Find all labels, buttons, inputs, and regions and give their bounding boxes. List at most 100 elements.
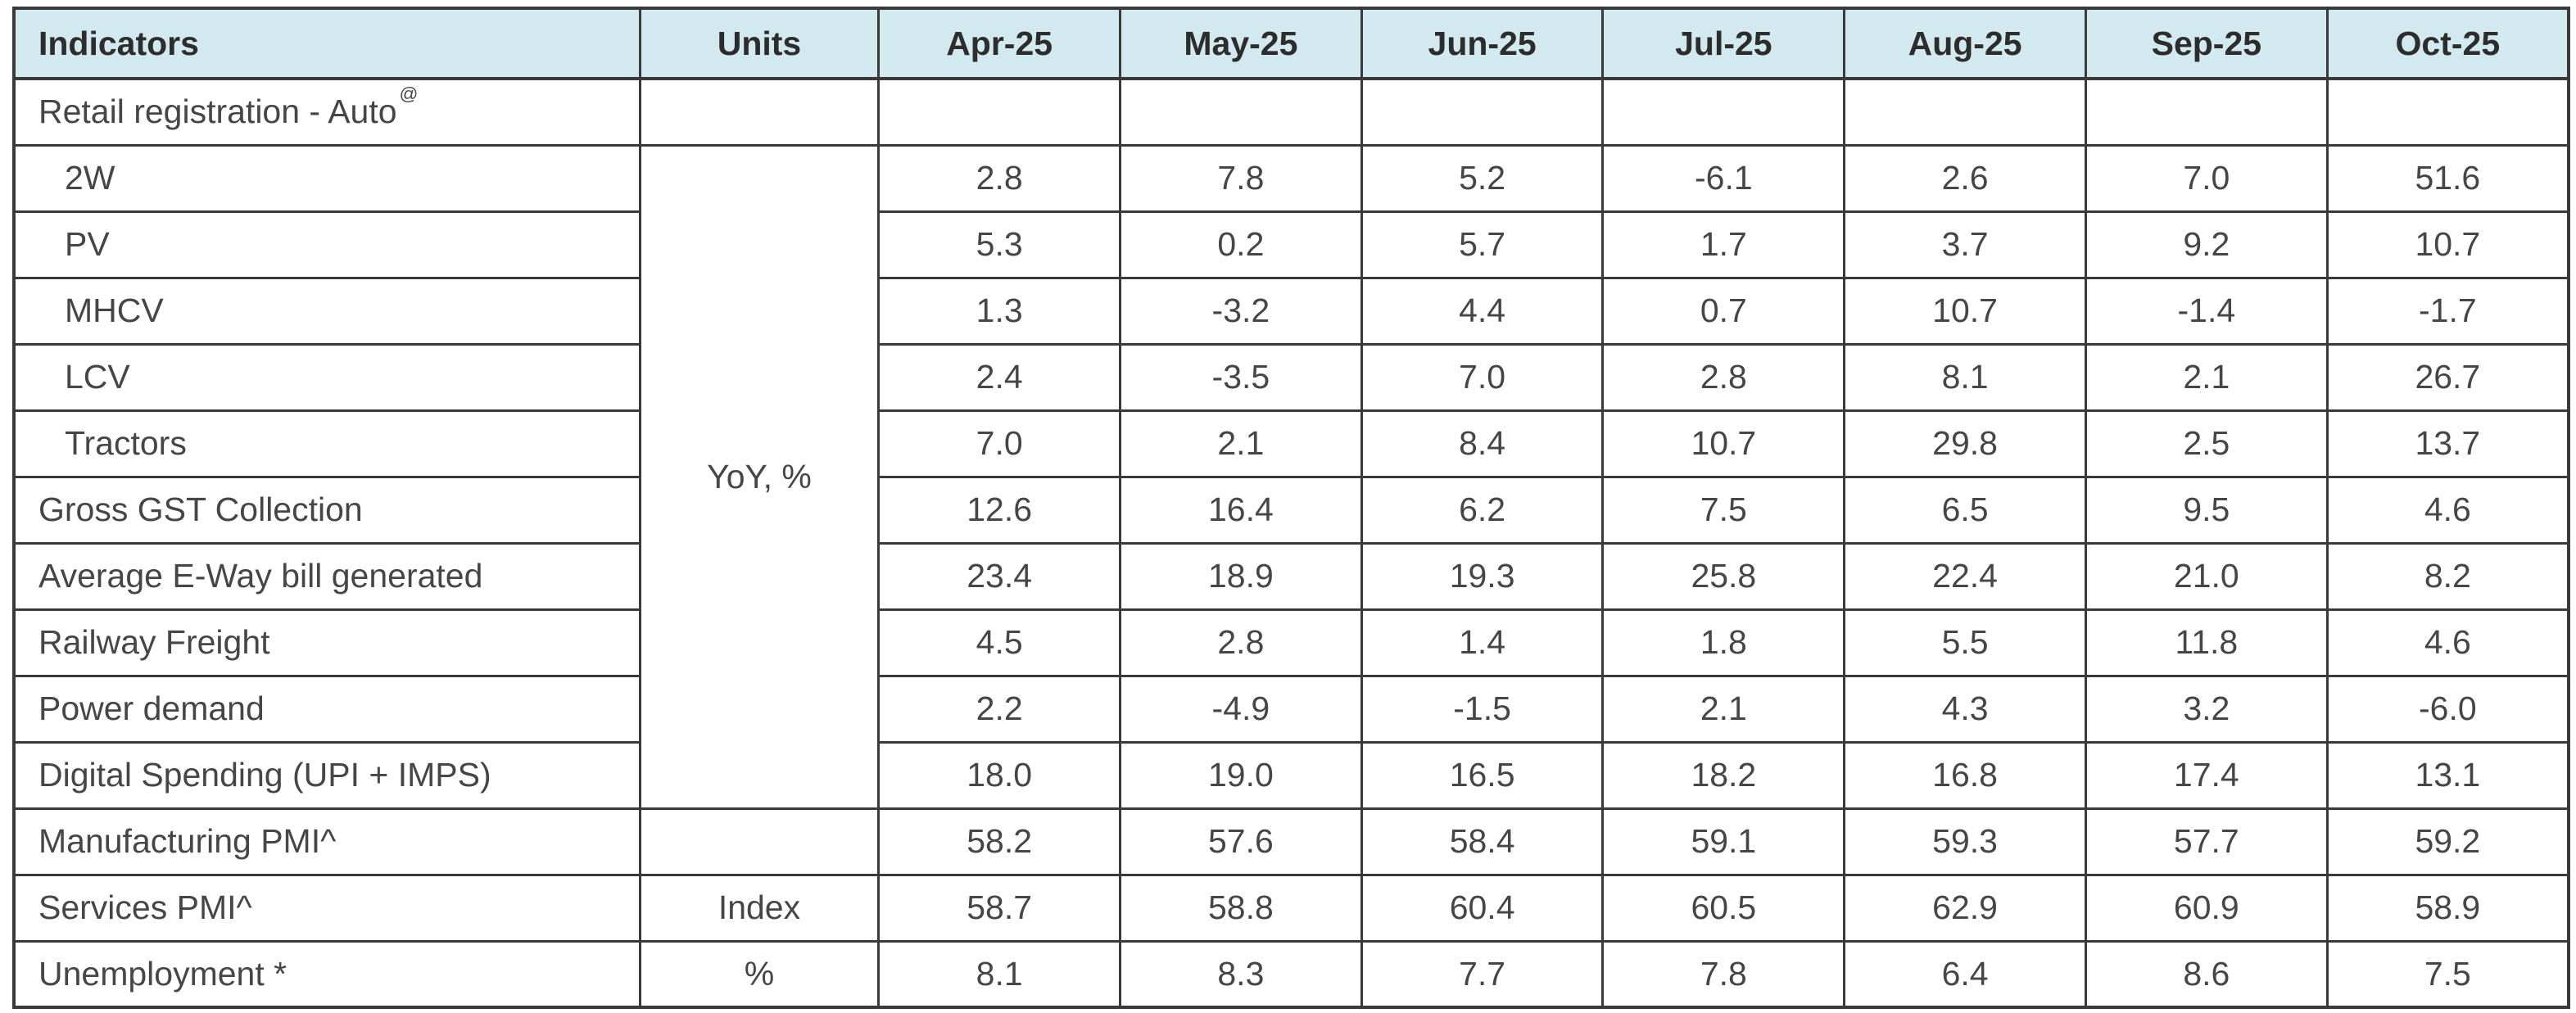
header-row: Indicators Units Apr-25 May-25 Jun-25 Ju… (12, 7, 2570, 80)
column-header-oct-25: Oct-25 (2325, 7, 2570, 80)
value-cell: 4.5 (877, 608, 1122, 677)
value-cell: 7.5 (1601, 475, 1846, 545)
value-cell: -6.0 (2325, 674, 2570, 744)
unit-cell-unemployment: % (638, 939, 881, 1009)
row-label-mhcv: MHCV (12, 276, 641, 346)
unit-cell-services-pmi: Index (638, 873, 881, 943)
column-header-sep-25: Sep-25 (2084, 7, 2329, 80)
value-cell: 58.2 (877, 807, 1122, 876)
table-row-services-pmi: Services PMI^ Index 58.7 58.8 60.4 60.5 … (12, 873, 2570, 943)
value-cell: 10.7 (1843, 276, 2087, 346)
row-label-power-demand: Power demand (12, 674, 641, 744)
table-row-tractors: Tractors 7.0 2.1 8.4 10.7 29.8 2.5 13.7 (12, 409, 2570, 478)
value-cell: 4.4 (1360, 276, 1605, 346)
value-cell (877, 77, 1122, 147)
value-cell: 2.5 (2084, 409, 2329, 478)
value-cell: 17.4 (2084, 740, 2329, 810)
value-cell: 25.8 (1601, 541, 1846, 611)
value-cell: 18.2 (1601, 740, 1846, 810)
value-cell: 19.3 (1360, 541, 1605, 611)
value-cell: 18.0 (877, 740, 1122, 810)
value-cell: 0.2 (1119, 210, 1363, 279)
value-cell: 2.8 (877, 143, 1122, 213)
value-cell: -3.2 (1119, 276, 1363, 346)
value-cell: 10.7 (2325, 210, 2570, 279)
value-cell: 23.4 (877, 541, 1122, 611)
value-cell: 60.5 (1601, 873, 1846, 943)
unit-cell-manufacturing-pmi (638, 807, 881, 876)
table-row-power-demand: Power demand 2.2 -4.9 -1.5 2.1 4.3 3.2 -… (12, 674, 2570, 744)
value-cell: -3.5 (1119, 342, 1363, 412)
value-cell: 8.1 (1843, 342, 2087, 412)
value-cell: 1.4 (1360, 608, 1605, 677)
value-cell: 2.8 (1119, 608, 1363, 677)
value-cell: 2.6 (1843, 143, 2087, 213)
value-cell: 2.8 (1601, 342, 1846, 412)
value-cell: 16.5 (1360, 740, 1605, 810)
row-label-railway-freight: Railway Freight (12, 608, 641, 677)
value-cell: 13.7 (2325, 409, 2570, 478)
value-cell: 59.1 (1601, 807, 1846, 876)
table-row-retail-registration-auto: Retail registration - Auto @ (12, 77, 2570, 147)
row-label-services-pmi: Services PMI^ (12, 873, 641, 943)
value-cell: 0.7 (1601, 276, 1846, 346)
value-cell: 5.7 (1360, 210, 1605, 279)
value-cell: 1.8 (1601, 608, 1846, 677)
value-cell: 5.5 (1843, 608, 2087, 677)
table-row-average-eway-bill: Average E-Way bill generated 23.4 18.9 1… (12, 541, 2570, 611)
table-row-railway-freight: Railway Freight 4.5 2.8 1.4 1.8 5.5 11.8… (12, 608, 2570, 677)
value-cell: 3.7 (1843, 210, 2087, 279)
value-cell: 2.1 (1601, 674, 1846, 744)
value-cell: 59.2 (2325, 807, 2570, 876)
value-cell: 21.0 (2084, 541, 2329, 611)
value-cell: 13.1 (2325, 740, 2570, 810)
value-cell: 22.4 (1843, 541, 2087, 611)
value-cell: 4.3 (1843, 674, 2087, 744)
row-label-digital-spending: Digital Spending (UPI + IMPS) (12, 740, 641, 810)
column-header-indicators: Indicators (12, 7, 641, 80)
value-cell: 60.4 (1360, 873, 1605, 943)
value-cell: 7.0 (877, 409, 1122, 478)
table-row-mhcv: MHCV 1.3 -3.2 4.4 0.7 10.7 -1.4 -1.7 (12, 276, 2570, 346)
table-row-lcv: LCV 2.4 -3.5 7.0 2.8 8.1 2.1 26.7 (12, 342, 2570, 412)
value-cell: 3.2 (2084, 674, 2329, 744)
value-cell: 2.1 (1119, 409, 1363, 478)
value-cell: 7.8 (1119, 143, 1363, 213)
column-header-jul-25: Jul-25 (1601, 7, 1846, 80)
row-label-2w: 2W (12, 143, 641, 213)
value-cell: 16.4 (1119, 475, 1363, 545)
value-cell: 58.4 (1360, 807, 1605, 876)
value-cell: -6.1 (1601, 143, 1846, 213)
value-cell (2084, 77, 2329, 147)
table-row-manufacturing-pmi: Manufacturing PMI^ 58.2 57.6 58.4 59.1 5… (12, 807, 2570, 876)
value-cell: 5.2 (1360, 143, 1605, 213)
value-cell (2325, 77, 2570, 147)
table-row-2w: 2W YoY, % 2.8 7.8 5.2 -6.1 2.6 7.0 51.6 (12, 143, 2570, 810)
value-cell: 18.9 (1119, 541, 1363, 611)
value-cell: 10.7 (1601, 409, 1846, 478)
value-cell: 8.3 (1119, 939, 1363, 1009)
value-cell: 29.8 (1843, 409, 2087, 478)
column-header-apr-25: Apr-25 (877, 7, 1122, 80)
value-cell (1119, 77, 1363, 147)
table-row-gross-gst-collection: Gross GST Collection 12.6 16.4 6.2 7.5 6… (12, 475, 2570, 545)
value-cell: 12.6 (877, 475, 1122, 545)
value-cell: 57.6 (1119, 807, 1363, 876)
value-cell: 11.8 (2084, 608, 2329, 677)
row-label-unemployment: Unemployment * (12, 939, 641, 1009)
value-cell: 8.6 (2084, 939, 2329, 1009)
value-cell: 9.5 (2084, 475, 2329, 545)
value-cell: 2.2 (877, 674, 1122, 744)
economic-indicators-table: Indicators Units Apr-25 May-25 Jun-25 Ju… (12, 7, 2570, 1009)
table-row-unemployment: Unemployment * % 8.1 8.3 7.7 7.8 6.4 8.6… (12, 939, 2570, 1009)
row-label-retail-registration-auto: Retail registration - Auto @ (12, 77, 641, 147)
unit-cell-yoy: YoY, % (638, 143, 881, 810)
value-cell: 6.4 (1843, 939, 2087, 1009)
value-cell: 7.5 (2325, 939, 2570, 1009)
table-row-digital-spending: Digital Spending (UPI + IMPS) 18.0 19.0 … (12, 740, 2570, 810)
value-cell (1601, 77, 1846, 147)
value-cell: 26.7 (2325, 342, 2570, 412)
column-header-units: Units (638, 7, 881, 80)
row-label-gross-gst-collection: Gross GST Collection (12, 475, 641, 545)
